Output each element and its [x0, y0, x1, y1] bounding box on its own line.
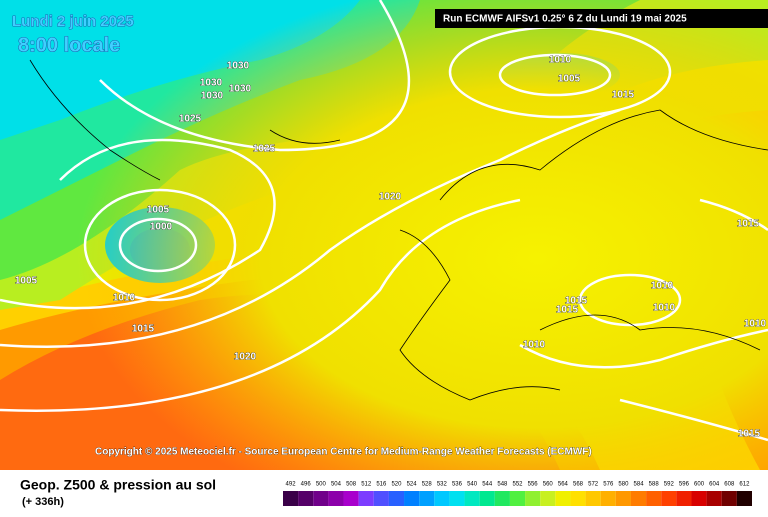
scale-swatch — [600, 491, 616, 506]
scale-label: 540 — [467, 482, 478, 488]
scale-swatch — [615, 491, 631, 506]
scale-swatch — [509, 491, 526, 506]
scale-swatch — [283, 491, 299, 506]
scale-label: 608 — [724, 482, 735, 488]
isobar-label: 1010 — [744, 319, 767, 330]
scale-swatch — [630, 491, 647, 506]
scale-swatch — [721, 491, 737, 506]
scale-label: 556 — [528, 482, 539, 488]
scale-swatch — [419, 491, 435, 506]
footer-title: Geop. Z500 & pression au sol — [20, 477, 216, 493]
scale-label: 548 — [497, 482, 508, 488]
isobar-label: 1005 — [147, 205, 170, 216]
isobar-label: 1010 — [113, 293, 136, 304]
scale-label: 572 — [588, 482, 599, 488]
isobar-label: 1005 — [558, 74, 581, 85]
isobar-label: 1015 — [738, 429, 761, 440]
scale-swatch — [646, 491, 662, 506]
isobar-label: 1030 — [229, 84, 252, 95]
scale-swatch — [570, 491, 586, 506]
isobar-label: 1025 — [179, 114, 202, 125]
isobar-label: 1025 — [253, 144, 276, 155]
scale-label: 528 — [422, 482, 433, 488]
scale-swatch — [373, 491, 389, 506]
scale-label: 596 — [679, 482, 690, 488]
scale-swatch — [313, 491, 329, 506]
scale-label: 568 — [573, 482, 584, 488]
scale-label: 504 — [331, 482, 342, 488]
isobar-label: 1015 — [556, 305, 579, 316]
scale-label: 588 — [649, 482, 660, 488]
scale-label: 580 — [618, 482, 629, 488]
scale-swatch — [328, 491, 344, 506]
scale-label: 536 — [452, 482, 463, 488]
isobar-label: 1015 — [612, 90, 635, 101]
scale-label: 612 — [739, 482, 750, 488]
scale-label: 584 — [634, 482, 645, 488]
isobar-label: 1030 — [201, 91, 224, 102]
scale-swatch — [358, 491, 374, 506]
scale-label: 512 — [361, 482, 372, 488]
isobar-label: 1030 — [200, 78, 223, 89]
scale-swatch — [661, 491, 677, 506]
isobar-label: 1015 — [737, 219, 760, 230]
isobar-label: 1010 — [651, 281, 674, 292]
footer-range: (+ 336h) — [22, 496, 64, 508]
scale-label: 516 — [376, 482, 387, 488]
scale-swatch — [298, 491, 314, 506]
scale-label: 492 — [286, 482, 297, 488]
run-info: Run ECMWF AIFSv1 0.25° 6 Z du Lundi 19 m… — [443, 14, 687, 25]
scale-swatch — [676, 491, 692, 506]
scale-swatch — [388, 491, 405, 506]
scale-swatch — [540, 491, 556, 506]
run-box — [435, 9, 768, 28]
scale-label: 520 — [391, 482, 402, 488]
isobar-label: 1015 — [565, 296, 588, 307]
scale-label: 564 — [558, 482, 569, 488]
isobar-label: 1005 — [15, 276, 38, 287]
scale-label: 544 — [482, 482, 493, 488]
scale-swatch — [494, 491, 510, 506]
scale-swatch — [691, 491, 707, 506]
scale-swatch — [404, 491, 420, 506]
isobar-label: 1015 — [132, 324, 155, 335]
map — [0, 0, 768, 470]
scale-swatch — [585, 491, 601, 506]
map-date: Lundi 2 juin 2025 — [12, 13, 134, 30]
scale-label: 552 — [512, 482, 523, 488]
scale-swatch — [464, 491, 480, 506]
isobar-label: 1010 — [549, 55, 572, 66]
isobar-label: 1010 — [523, 340, 546, 351]
scale-label: 496 — [301, 482, 312, 488]
isobar-label: 1020 — [379, 192, 402, 203]
scale-swatch — [555, 491, 571, 506]
isobar-label: 1030 — [227, 61, 250, 72]
scale-swatch — [525, 491, 541, 506]
scale-label: 532 — [437, 482, 448, 488]
scale-label: 604 — [709, 482, 720, 488]
isobar-label: 1010 — [653, 303, 676, 314]
copyright: Copyright © 2025 Meteociel.fr - Source E… — [95, 447, 592, 458]
scale-swatch — [434, 491, 450, 506]
scale-swatch — [449, 491, 465, 506]
map-time: 8:00 locale — [18, 34, 120, 56]
scale-label: 524 — [407, 482, 418, 488]
scale-label: 508 — [346, 482, 357, 488]
scale-swatch — [736, 491, 752, 506]
isobar-label: 1020 — [234, 352, 257, 363]
scale-swatch — [706, 491, 722, 506]
scale-label: 500 — [316, 482, 327, 488]
scale-label: 576 — [603, 482, 614, 488]
scale-label: 560 — [543, 482, 554, 488]
isobar-label: 1000 — [150, 222, 173, 233]
scale-swatch — [343, 491, 359, 506]
color-scale: 492 496 500 504 508 512 516 520 524 528 532 536 540 5… — [283, 482, 752, 506]
scale-swatch — [479, 491, 495, 506]
scale-label: 592 — [664, 482, 675, 488]
scale-label: 600 — [694, 482, 705, 488]
isobar-labels: 1030 1030 1030 1030 1025 1025 1010 1005 1015 1020… — [15, 54, 767, 440]
